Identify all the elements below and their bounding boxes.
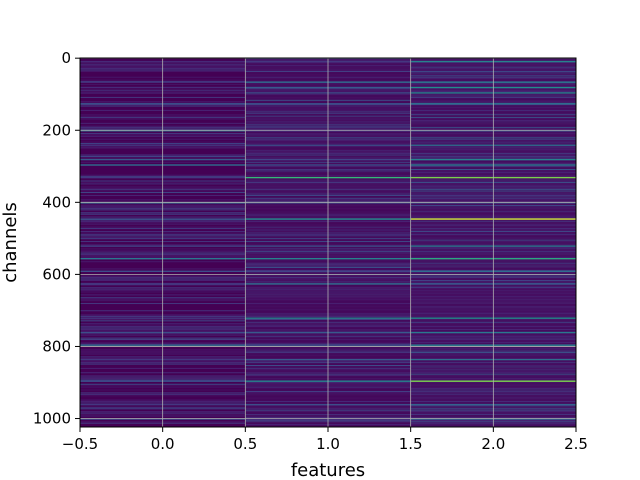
y-tick-label: 400 (42, 193, 71, 211)
y-axis-label: channels (0, 202, 21, 283)
x-tick-label: 2.0 (481, 435, 505, 453)
x-tick-label: 1.0 (316, 435, 340, 453)
y-tick-label: 800 (42, 337, 71, 355)
x-tick-label: 2.5 (564, 435, 588, 453)
y-tick-label: 600 (42, 265, 71, 283)
y-axis: 0 200 400 600 800 1000 (33, 49, 80, 428)
x-axis: −0.5 0.0 0.5 1.0 1.5 2.0 2.5 (62, 427, 588, 453)
y-tick-label: 0 (61, 49, 71, 67)
x-tick-label: 0.5 (233, 435, 257, 453)
x-tick-label: −0.5 (62, 435, 98, 453)
x-tick-label: 0.0 (151, 435, 175, 453)
x-tick-label: 1.5 (399, 435, 423, 453)
y-tick-label: 200 (42, 121, 71, 139)
x-axis-label: features (291, 460, 365, 480)
y-tick-label: 1000 (33, 410, 71, 428)
